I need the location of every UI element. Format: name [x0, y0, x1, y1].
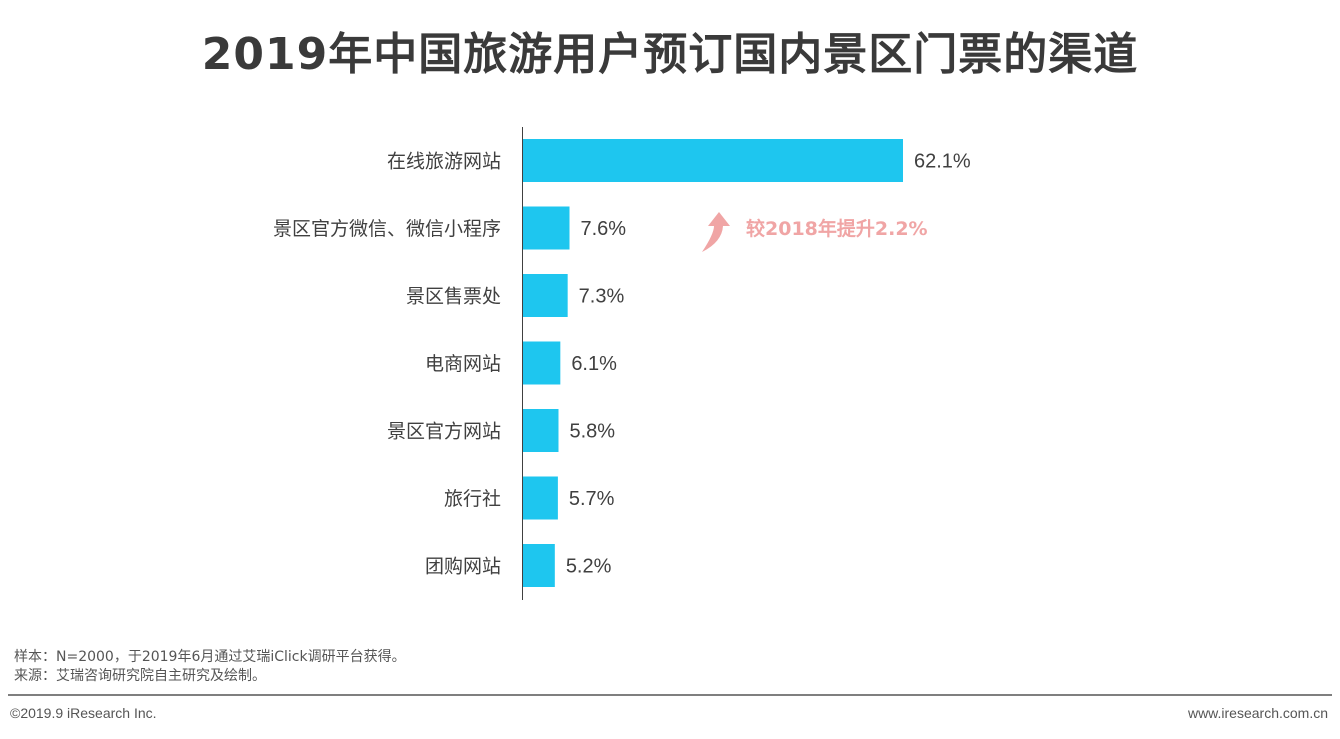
bar [523, 139, 903, 182]
up-arrow-icon [702, 212, 730, 252]
source-note: 来源：艾瑞咨询研究院自主研究及绘制。 [14, 668, 266, 684]
category-label: 旅行社 [444, 488, 501, 510]
value-label: 5.2% [566, 556, 612, 578]
annotation-text: 较2018年提升2.2% [746, 217, 928, 240]
value-label: 6.1% [571, 353, 617, 375]
category-label: 在线旅游网站 [387, 151, 501, 173]
bar [523, 206, 570, 250]
bar-chart: 在线旅游网站 62.1% 景区官方微信、微信小程序 7.6% 景区售票处 7.3% 电商网站… [273, 127, 971, 600]
copyright: ©2019.9 iResearch Inc. [10, 705, 157, 721]
bar [523, 274, 568, 317]
value-label: 5.7% [569, 488, 615, 510]
value-label: 5.8% [569, 421, 615, 443]
chart-title: 2019年中国旅游用户预订国内景区门票的渠道 [201, 29, 1139, 80]
bar [523, 476, 558, 520]
footer-divider [8, 694, 1332, 696]
value-label: 7.6% [581, 218, 627, 240]
annotation: 较2018年提升2.2% [702, 212, 928, 252]
category-label: 团购网站 [425, 556, 501, 578]
category-label: 景区售票处 [406, 286, 501, 308]
sample-note: 样本：N=2000，于2019年6月通过艾瑞iClick调研平台获得。 [14, 649, 406, 665]
value-label: 7.3% [579, 286, 625, 308]
bars-group: 在线旅游网站 62.1% 景区官方微信、微信小程序 7.6% 景区售票处 7.3% 电商网站… [273, 139, 971, 587]
bar [523, 409, 559, 452]
bar [523, 341, 561, 385]
website-link[interactable]: www.iresearch.com.cn [1187, 705, 1328, 721]
bar [523, 544, 555, 587]
notes: 样本：N=2000，于2019年6月通过艾瑞iClick调研平台获得。 来源：艾… [14, 648, 406, 686]
value-label: 62.1% [914, 151, 971, 173]
category-label: 电商网站 [425, 353, 501, 375]
category-label: 景区官方网站 [387, 421, 501, 443]
category-label: 景区官方微信、微信小程序 [273, 218, 501, 240]
